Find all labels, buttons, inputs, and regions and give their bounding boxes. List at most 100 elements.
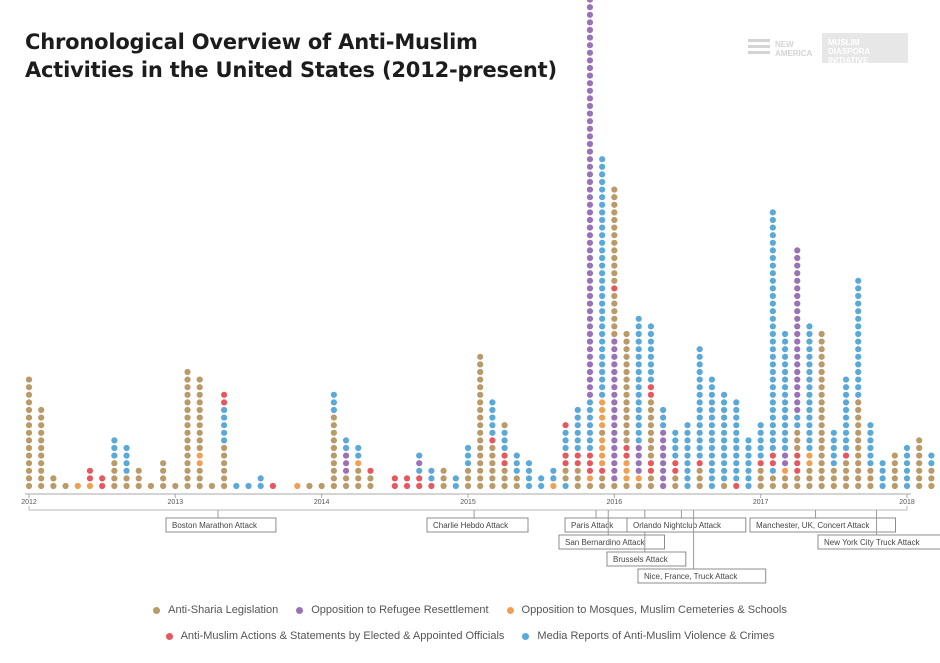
data-dot bbox=[757, 429, 764, 436]
data-dot bbox=[769, 460, 776, 467]
legend-dot-violence bbox=[522, 632, 530, 640]
data-dot bbox=[611, 399, 618, 406]
data-dot bbox=[806, 406, 813, 414]
data-dot bbox=[830, 482, 837, 490]
data-dot bbox=[842, 482, 850, 490]
data-dot bbox=[891, 452, 898, 459]
data-dot bbox=[245, 482, 252, 490]
legend-label-officials: Anti-Muslim Actions & Statements by Elec… bbox=[180, 630, 505, 642]
data-dot bbox=[867, 475, 874, 482]
data-dot bbox=[25, 399, 33, 406]
data-dot bbox=[818, 391, 825, 398]
x-tick-label: 2017 bbox=[753, 499, 769, 506]
data-dot bbox=[879, 460, 886, 467]
data-dot bbox=[367, 475, 374, 482]
data-dot bbox=[623, 353, 630, 360]
data-dot bbox=[769, 315, 776, 322]
data-dot bbox=[294, 482, 301, 490]
data-dot bbox=[696, 361, 703, 368]
data-dot bbox=[574, 482, 581, 490]
data-dot bbox=[818, 406, 825, 414]
data-dot bbox=[574, 475, 581, 482]
data-dot bbox=[672, 467, 679, 474]
data-dot bbox=[611, 224, 618, 231]
event-label: Charlie Hebdo Attack bbox=[433, 521, 509, 530]
data-dot bbox=[574, 460, 581, 467]
data-dot bbox=[647, 391, 655, 398]
data-dot bbox=[891, 467, 898, 474]
data-dot bbox=[830, 429, 837, 436]
data-dot bbox=[25, 384, 33, 391]
data-dot bbox=[611, 300, 618, 307]
data-dot bbox=[25, 414, 33, 421]
data-dot bbox=[355, 444, 362, 452]
data-dot bbox=[733, 422, 740, 429]
data-dot bbox=[903, 444, 911, 452]
data-dot bbox=[660, 429, 667, 436]
data-dot bbox=[599, 163, 606, 170]
data-dot bbox=[696, 467, 703, 474]
data-dot bbox=[879, 467, 886, 474]
data-dot bbox=[477, 384, 484, 391]
data-dot bbox=[586, 262, 594, 269]
data-dot bbox=[233, 482, 240, 490]
data-dot bbox=[306, 482, 313, 490]
data-dot bbox=[513, 460, 520, 467]
data-dot bbox=[586, 399, 594, 406]
data-dot bbox=[794, 452, 801, 459]
data-dot bbox=[769, 346, 776, 353]
data-dot bbox=[586, 353, 594, 360]
data-dot bbox=[586, 315, 594, 322]
data-dot bbox=[416, 475, 423, 482]
data-dot bbox=[184, 422, 191, 429]
data-dot bbox=[696, 399, 703, 406]
data-dot bbox=[123, 467, 130, 474]
data-dot bbox=[452, 475, 459, 482]
data-dot bbox=[720, 414, 728, 421]
data-dot bbox=[184, 414, 191, 421]
data-dot bbox=[25, 467, 33, 474]
data-dot bbox=[525, 475, 533, 482]
data-dot bbox=[733, 406, 740, 414]
data-dot bbox=[660, 422, 667, 429]
data-dot bbox=[794, 429, 801, 436]
data-dot bbox=[842, 422, 850, 429]
data-dot bbox=[830, 452, 837, 459]
data-dot bbox=[635, 437, 642, 444]
data-dot bbox=[196, 399, 203, 406]
data-dot bbox=[221, 475, 228, 482]
data-dot bbox=[623, 391, 630, 398]
data-dot bbox=[464, 475, 472, 482]
data-dot bbox=[477, 406, 484, 414]
data-dot bbox=[269, 482, 276, 490]
data-dot bbox=[635, 376, 642, 383]
legend-row-2: Anti-Muslim Actions & Statements by Elec… bbox=[0, 630, 940, 642]
data-dot bbox=[867, 429, 874, 436]
data-dot bbox=[586, 133, 594, 140]
data-dot bbox=[611, 361, 618, 368]
event-label: Nice, France, Truck Attack bbox=[644, 572, 738, 581]
data-dot bbox=[147, 482, 155, 490]
data-dot bbox=[769, 330, 776, 338]
data-dot bbox=[611, 201, 618, 208]
data-dot bbox=[855, 300, 862, 307]
data-dot bbox=[855, 285, 862, 292]
data-dot bbox=[757, 444, 764, 452]
data-dot bbox=[769, 224, 776, 231]
data-dot bbox=[611, 391, 618, 398]
data-dot bbox=[611, 209, 618, 216]
data-dot bbox=[733, 399, 740, 406]
data-dot bbox=[794, 460, 801, 467]
data-dot bbox=[477, 482, 484, 490]
data-dot bbox=[806, 368, 813, 376]
data-dot bbox=[696, 391, 703, 398]
x-tick-label: 2014 bbox=[314, 499, 330, 506]
data-dot bbox=[611, 406, 618, 414]
data-dot bbox=[696, 422, 703, 429]
legend-dot-mosques bbox=[506, 606, 514, 614]
data-dot bbox=[184, 399, 191, 406]
data-dot bbox=[623, 467, 630, 474]
event-label-box bbox=[749, 517, 896, 533]
data-dot bbox=[720, 475, 728, 482]
data-dot bbox=[855, 429, 862, 436]
